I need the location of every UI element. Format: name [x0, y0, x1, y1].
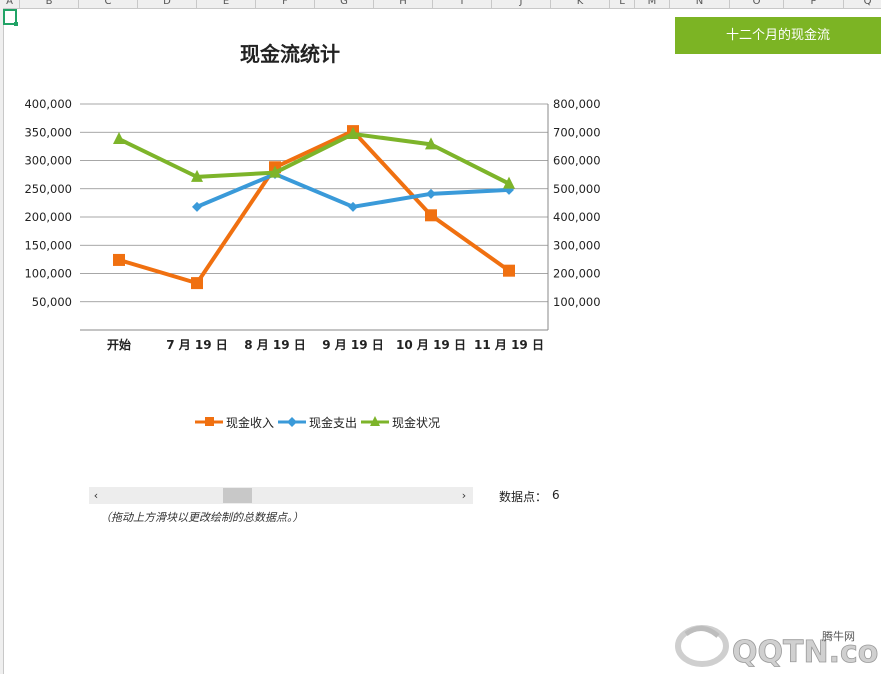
column-header-g[interactable]: G — [315, 0, 374, 8]
column-header-c[interactable]: C — [79, 0, 138, 8]
x-tick-label: 开始 — [107, 337, 131, 352]
twelve-month-cashflow-button[interactable]: 十二个月的现金流 — [675, 17, 881, 54]
column-header-k[interactable]: K — [551, 0, 610, 8]
column-header-a[interactable]: A — [0, 0, 20, 8]
data-point — [191, 169, 203, 182]
slider-thumb[interactable] — [223, 488, 252, 503]
legend-marker-icon — [361, 416, 390, 426]
y-left-tick-label: 250,000 — [24, 182, 72, 196]
column-header-j[interactable]: J — [492, 0, 551, 8]
y-left-tick-label: 200,000 — [24, 210, 72, 224]
watermark-site-name: 腾牛网 — [822, 630, 855, 643]
y-right-tick-label: 100,000 — [553, 295, 600, 309]
legend-item: 现金状况 — [361, 414, 440, 431]
x-tick-label: 11 月 19 日 — [474, 338, 544, 352]
y-right-tick-label: 400,000 — [553, 210, 600, 224]
column-header-o[interactable]: O — [730, 0, 784, 8]
data-point — [347, 126, 359, 139]
series-line — [118, 131, 510, 186]
x-tick-label: 7 月 19 日 — [166, 338, 228, 352]
column-header-i[interactable]: I — [433, 0, 492, 8]
data-points-slider[interactable]: ‹ › — [89, 487, 473, 504]
y-left-tick-label: 50,000 — [32, 295, 72, 309]
chart-title: 现金流统计 — [240, 42, 340, 66]
x-tick-label: 10 月 19 日 — [396, 338, 466, 352]
scroll-left-arrow-icon[interactable]: ‹ — [93, 489, 99, 502]
y-left-tick-label: 150,000 — [24, 238, 72, 252]
legend-label: 现金收入 — [226, 415, 275, 430]
data-point — [348, 201, 358, 212]
legend-label: 现金支出 — [309, 415, 358, 430]
legend-marker-icon — [278, 417, 307, 427]
column-header-d[interactable]: D — [138, 0, 197, 8]
y-left-tick-label: 350,000 — [24, 125, 72, 139]
data-point — [426, 188, 436, 199]
y-right-tick-label: 700,000 — [553, 125, 600, 139]
row-headers — [0, 8, 4, 674]
column-header-b[interactable]: B — [20, 0, 79, 8]
y-left-tick-label: 100,000 — [24, 267, 72, 281]
data-point — [113, 253, 125, 266]
selected-cell[interactable] — [3, 9, 18, 26]
y-right-tick-label: 500,000 — [553, 182, 600, 196]
y-right-tick-label: 600,000 — [553, 154, 600, 168]
data-point — [503, 264, 515, 277]
column-header-e[interactable]: E — [197, 0, 256, 8]
qqtn-watermark-logo: QQTN.com — [675, 625, 880, 670]
column-header-p[interactable]: P — [784, 0, 844, 8]
data-point — [192, 201, 202, 212]
y-left-tick-label: 400,000 — [24, 97, 72, 111]
x-tick-label: 8 月 19 日 — [244, 338, 306, 352]
column-header-h[interactable]: H — [374, 0, 433, 8]
chart-legend: 现金收入 现金支出 现金状况 — [195, 413, 444, 431]
legend-item: 现金收入 — [195, 414, 274, 431]
column-header-n[interactable]: N — [670, 0, 730, 8]
data-point — [425, 209, 437, 222]
cashflow-line-chart: 50,000 100,000 150,000 200,000 250,000 300,00… — [24, 97, 600, 352]
column-header-q[interactable]: Q — [844, 0, 881, 8]
slider-hint-text: （拖动上方滑块以更改绘制的总数据点。） — [100, 511, 304, 524]
scroll-right-arrow-icon[interactable]: › — [461, 489, 467, 502]
data-points-label: 数据点： — [499, 490, 548, 504]
legend-marker-icon — [195, 417, 223, 426]
y-left-tick-label: 300,000 — [24, 154, 72, 168]
series-line — [118, 129, 511, 286]
legend-item: 现金支出 — [278, 414, 357, 431]
column-header-f[interactable]: F — [256, 0, 315, 8]
y-right-tick-label: 300,000 — [553, 238, 600, 252]
x-tick-label: 9 月 19 日 — [322, 338, 384, 352]
column-header-l[interactable]: L — [610, 0, 635, 8]
data-point — [503, 176, 515, 189]
y-right-tick-label: 200,000 — [553, 267, 600, 281]
svg-text:QQTN.com: QQTN.com — [732, 635, 880, 670]
y-right-tick-label: 800,000 — [553, 97, 600, 111]
data-point — [191, 277, 203, 290]
data-point — [269, 165, 281, 178]
data-point — [113, 132, 125, 145]
legend-label: 现金状况 — [392, 415, 441, 430]
data-points-value: 6 — [552, 488, 560, 502]
data-point — [425, 137, 437, 150]
column-header-m[interactable]: M — [635, 0, 670, 8]
